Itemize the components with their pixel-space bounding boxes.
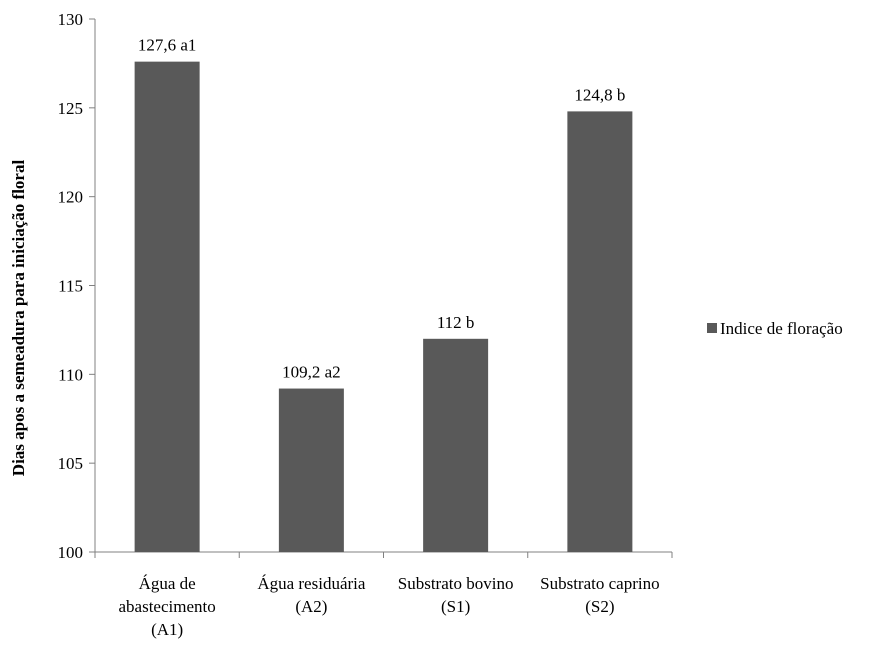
x-category-label-line: Água de <box>139 574 196 593</box>
y-tick-label: 125 <box>58 99 84 118</box>
y-axis-label: Dias apos a semeadura para iniciação flo… <box>9 160 28 477</box>
x-category-label-line: Água residuária <box>257 574 366 593</box>
bar <box>567 111 633 553</box>
bar <box>423 338 489 552</box>
x-category-label-line: (A2) <box>295 597 327 616</box>
y-tick-label: 120 <box>58 188 84 207</box>
bar-data-label: 109,2 a2 <box>282 363 341 382</box>
x-category-label: Substrato bovino (S1) <box>398 574 514 616</box>
x-category-label-line: Substrato caprino <box>540 574 659 593</box>
x-category-label: Água de abastecimento (A1) <box>119 574 216 639</box>
bar-data-label: 124,8 b <box>574 85 625 104</box>
y-tick-label: 100 <box>58 543 84 562</box>
x-category-label-line: (A1) <box>151 620 183 639</box>
x-category-label: Substrato caprino (S2) <box>540 574 659 616</box>
x-category-label-line: (S2) <box>585 597 614 616</box>
axes: 100 105 110 115 120 125 130 Água de abasteciment… <box>58 10 673 639</box>
bar-data-label: 127,6 a1 <box>138 36 197 55</box>
legend: Indice de floração <box>707 319 843 338</box>
y-tick-label: 130 <box>58 10 84 29</box>
x-category-label-line: Substrato bovino <box>398 574 514 593</box>
y-tick-label: 105 <box>58 454 84 473</box>
bar <box>134 61 200 552</box>
x-category-label-line: (S1) <box>441 597 470 616</box>
legend-label: Indice de floração <box>720 319 843 338</box>
y-tick-label: 115 <box>58 277 83 296</box>
bar <box>278 388 344 552</box>
bar-data-label: 112 b <box>437 313 475 332</box>
y-tick-label: 110 <box>58 365 83 384</box>
legend-swatch <box>707 323 717 333</box>
x-category-label: Água residuária (A2) <box>257 574 366 616</box>
x-category-label-line: abastecimento <box>119 597 216 616</box>
bars: 127,6 a1 109,2 a2 112 b 124,8 b <box>134 36 633 553</box>
